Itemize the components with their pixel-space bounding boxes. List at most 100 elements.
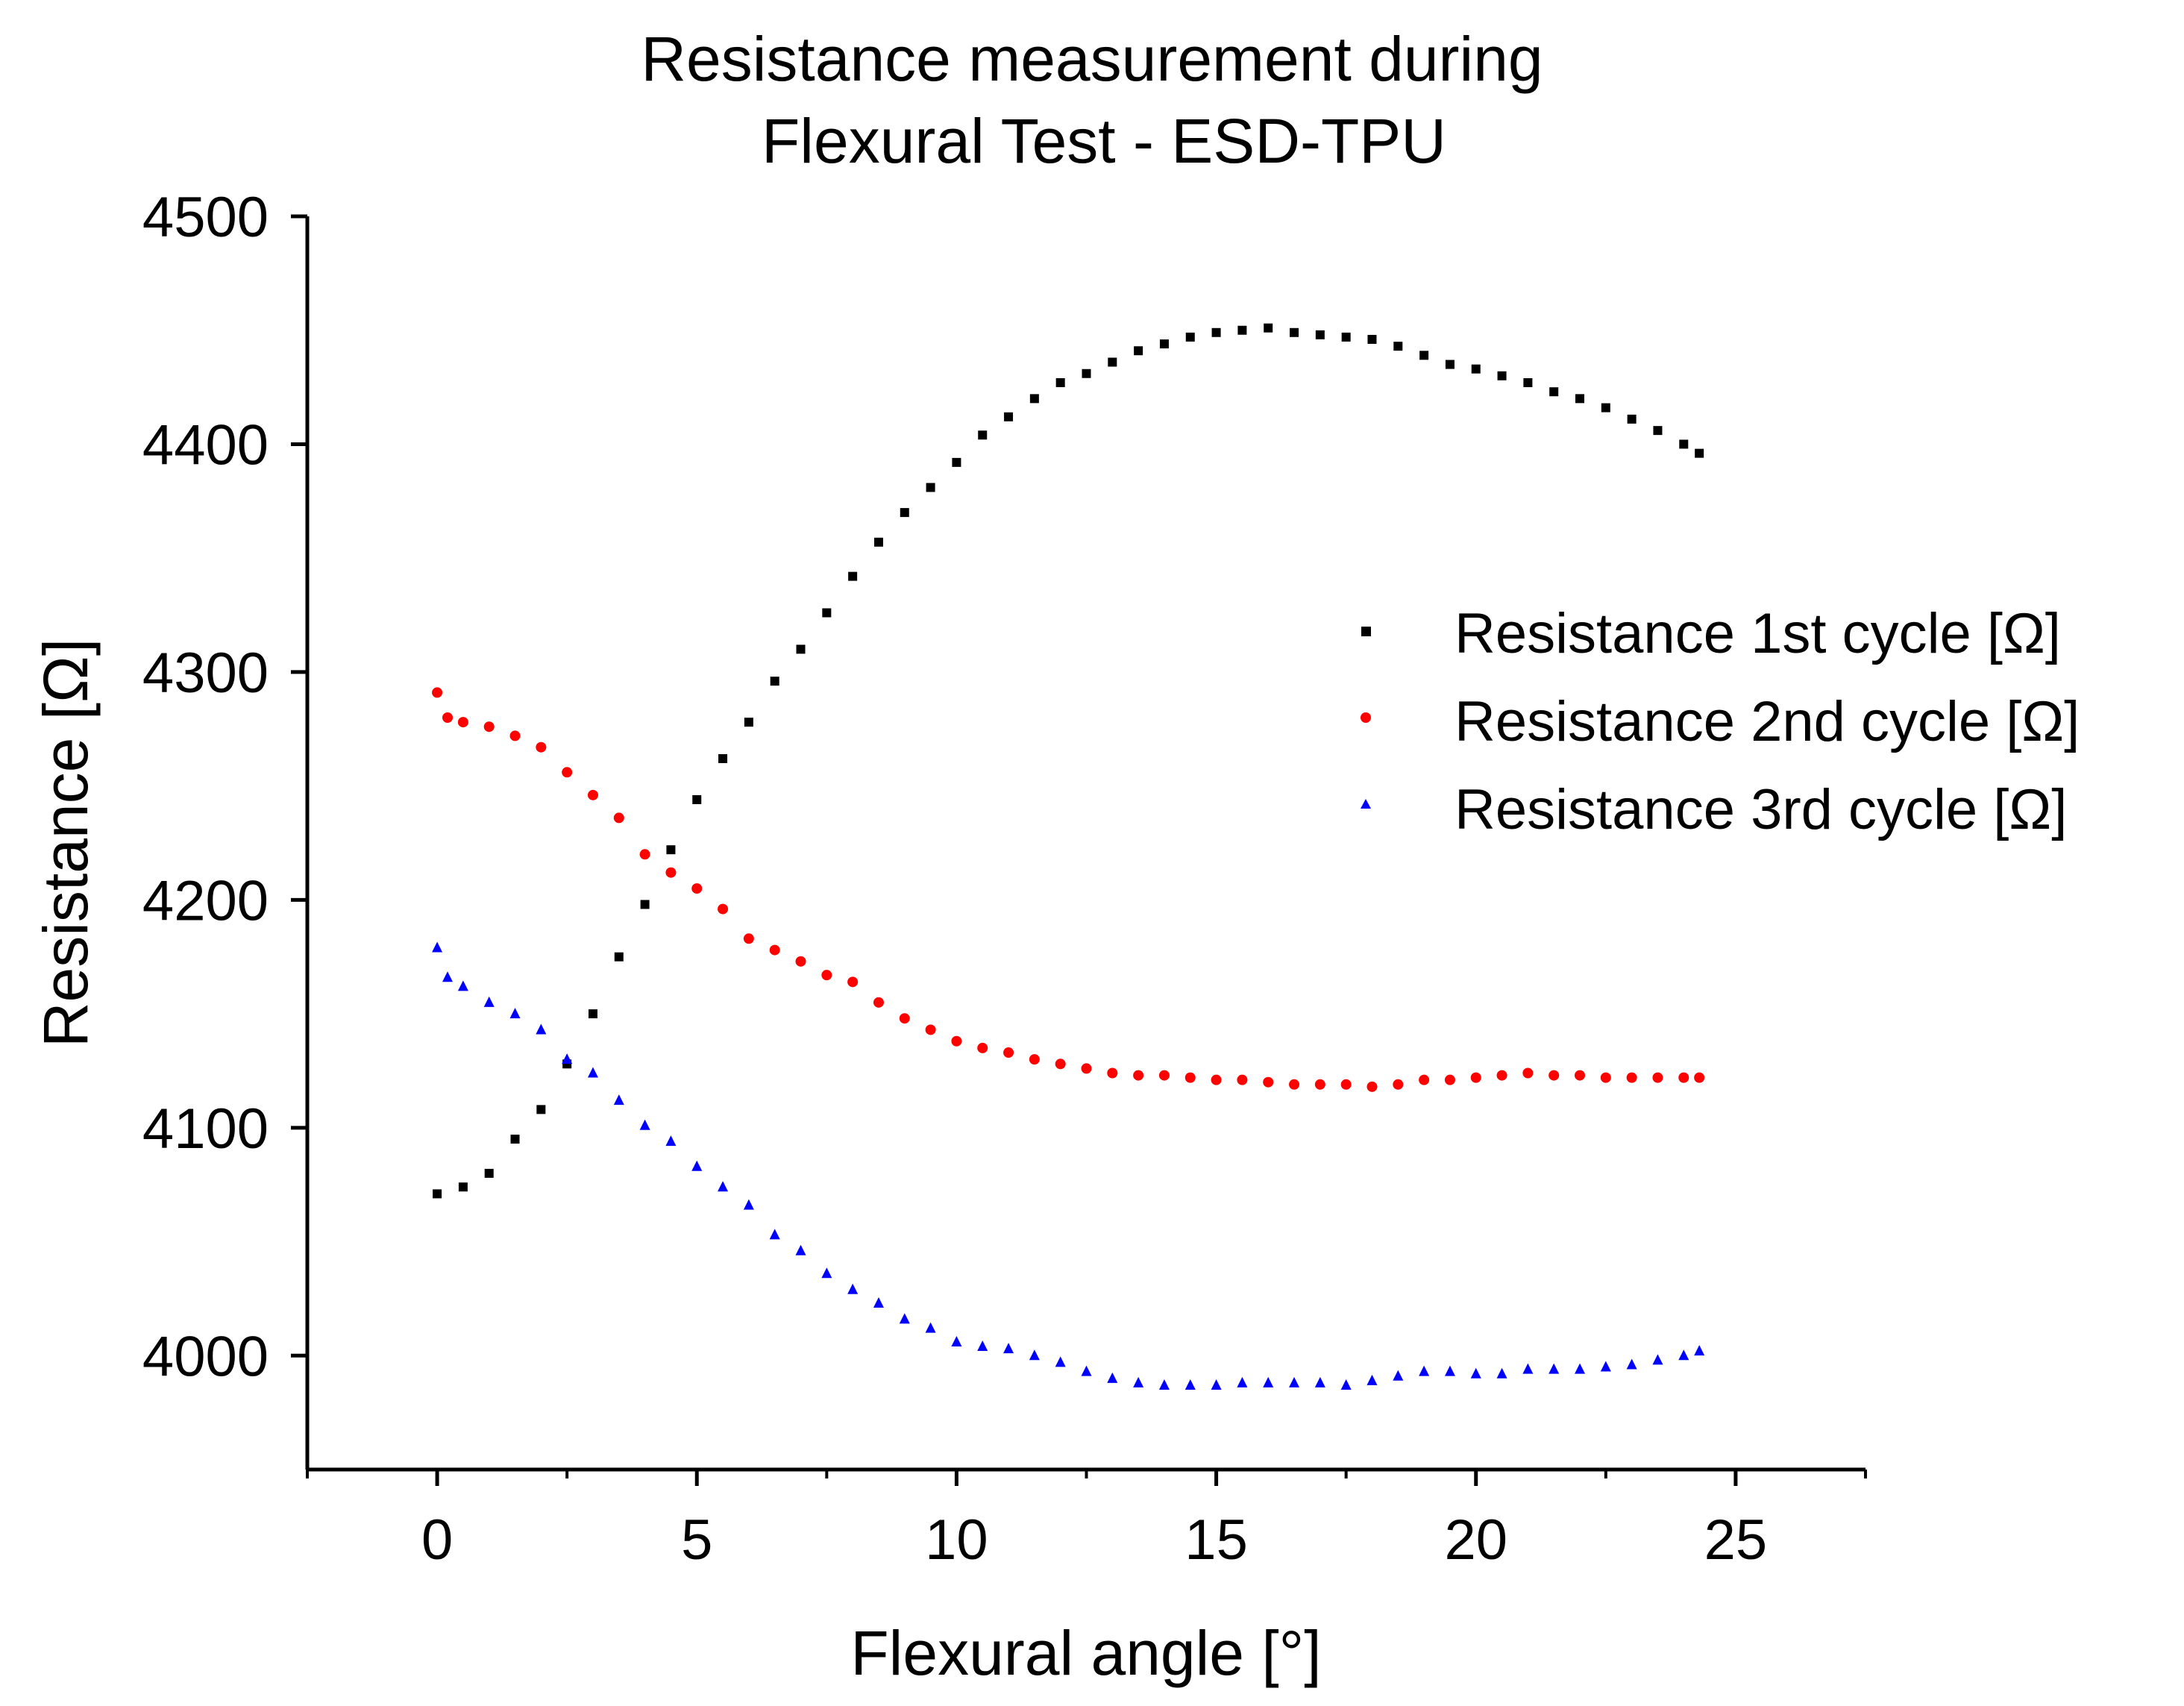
data-point-series-1 [1367, 334, 1377, 344]
legend-marker-1st-cycle [1361, 627, 1371, 636]
data-point-series-2 [536, 741, 547, 753]
x-tick-label: 15 [1184, 1508, 1248, 1572]
data-point-series-1 [952, 457, 961, 467]
data-point-series-2 [977, 1042, 988, 1053]
data-point-series-3 [1237, 1376, 1248, 1387]
data-point-series-2 [1444, 1074, 1455, 1085]
data-point-series-1 [1185, 332, 1195, 342]
data-point-series-2 [1158, 1070, 1170, 1081]
data-point-series-2 [1626, 1072, 1637, 1083]
data-point-series-2 [1496, 1070, 1507, 1081]
data-point-series-2 [1237, 1074, 1248, 1085]
data-point-series-3 [873, 1297, 884, 1308]
data-point-series-1 [1237, 325, 1247, 335]
series-3 [432, 941, 1705, 1390]
data-point-series-1 [1601, 403, 1610, 413]
data-point-series-2 [1003, 1047, 1014, 1059]
chart-title-line-1: Resistance measurement during [641, 24, 1543, 94]
data-point-series-3 [536, 1023, 547, 1035]
data-point-series-1 [978, 430, 988, 440]
data-point-series-2 [1575, 1070, 1586, 1081]
data-point-series-2 [1393, 1079, 1404, 1090]
data-point-series-1 [1315, 330, 1325, 339]
data-point-series-3 [821, 1267, 832, 1279]
data-point-series-1 [614, 952, 624, 962]
data-point-series-3 [691, 1160, 703, 1171]
data-point-series-3 [1314, 1376, 1325, 1387]
data-point-series-1 [692, 794, 702, 804]
data-point-series-3 [1600, 1361, 1611, 1372]
data-point-series-3 [1444, 1365, 1455, 1376]
data-point-series-2 [718, 903, 729, 915]
data-point-series-3 [1419, 1365, 1430, 1376]
series-layer [432, 323, 1705, 1390]
data-point-series-1 [822, 608, 832, 618]
series-2 [432, 687, 1705, 1092]
data-point-series-1 [873, 537, 883, 547]
data-point-series-2 [1548, 1070, 1560, 1081]
data-point-series-2 [1211, 1074, 1222, 1085]
data-point-series-1 [926, 483, 935, 492]
data-point-series-2 [442, 712, 454, 723]
data-point-series-2 [1029, 1054, 1040, 1065]
data-point-series-2 [743, 933, 754, 944]
y-tick-label: 4000 [142, 1325, 269, 1388]
y-axis-label: Resistance [Ω] [31, 639, 101, 1047]
data-point-series-3 [1029, 1349, 1040, 1361]
data-point-series-1 [1393, 342, 1403, 351]
data-point-series-1 [640, 900, 650, 909]
data-point-series-1 [1082, 369, 1091, 378]
series-1 [433, 323, 1704, 1199]
data-point-series-2 [1366, 1081, 1378, 1092]
data-point-series-1 [1290, 327, 1299, 337]
data-point-series-1 [1159, 339, 1169, 349]
x-tick-label: 0 [421, 1508, 453, 1572]
data-point-series-2 [562, 767, 573, 778]
data-point-series-2 [1522, 1067, 1534, 1079]
data-point-series-2 [1081, 1063, 1092, 1074]
data-point-series-3 [1263, 1376, 1274, 1387]
data-point-series-1 [1211, 327, 1221, 337]
y-tick-label: 4500 [142, 186, 269, 249]
data-point-series-2 [795, 956, 806, 967]
data-point-series-1 [1419, 351, 1429, 360]
data-point-series-2 [951, 1035, 962, 1047]
data-point-series-2 [457, 717, 468, 728]
data-point-series-3 [483, 996, 495, 1007]
data-point-series-3 [769, 1229, 780, 1240]
data-point-series-1 [1497, 371, 1507, 380]
data-point-series-2 [1694, 1072, 1705, 1083]
data-point-series-1 [433, 1189, 442, 1199]
data-point-series-3 [613, 1094, 624, 1106]
data-point-series-3 [795, 1244, 806, 1255]
data-point-series-2 [483, 721, 495, 733]
data-point-series-3 [1081, 1365, 1092, 1376]
legend-label-2nd-cycle: Resistance 2nd cycle [Ω] [1455, 690, 2080, 753]
data-point-series-2 [1600, 1072, 1611, 1083]
data-point-series-3 [951, 1335, 962, 1346]
data-point-series-2 [1289, 1079, 1300, 1090]
legend: Resistance 1st cycle [Ω] Resistance 2nd … [1361, 602, 2080, 841]
data-point-series-2 [1107, 1067, 1118, 1079]
data-point-series-2 [691, 883, 703, 894]
data-point-series-2 [925, 1024, 936, 1035]
data-point-series-3 [1652, 1354, 1663, 1365]
data-point-series-2 [821, 970, 832, 981]
data-point-series-3 [1133, 1376, 1144, 1387]
x-axis-label: Flexural angle [°] [850, 1618, 1321, 1688]
data-point-series-3 [1055, 1356, 1066, 1367]
data-point-series-2 [613, 812, 624, 824]
data-point-series-3 [457, 980, 468, 991]
data-point-series-2 [1470, 1072, 1481, 1083]
data-point-series-1 [1108, 357, 1117, 367]
data-point-series-1 [796, 645, 806, 654]
data-point-series-3 [1678, 1349, 1689, 1361]
data-point-series-2 [1652, 1072, 1663, 1083]
x-ticks: 0 5 10 15 20 25 [306, 1470, 1867, 1572]
data-point-series-3 [1470, 1367, 1481, 1379]
data-point-series-1 [1055, 377, 1065, 387]
data-point-series-3 [1211, 1379, 1222, 1390]
data-point-series-3 [1393, 1370, 1404, 1381]
data-point-series-3 [1694, 1345, 1705, 1356]
